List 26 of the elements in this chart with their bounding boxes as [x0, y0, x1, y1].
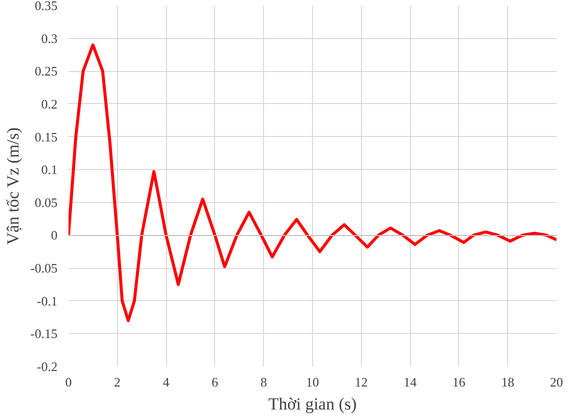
x-tick-label: 18 [501, 374, 514, 390]
y-tick-label: 0.25 [34, 64, 58, 79]
x-tick-label: 6 [212, 374, 219, 390]
y-tick-label: 0.3 [41, 30, 58, 46]
y-tick-label: 0 [51, 228, 58, 243]
x-tick-label: 14 [404, 374, 418, 390]
y-tick-label: -0.15 [30, 326, 58, 342]
y-tick-label: -0.2 [36, 359, 58, 374]
x-tick-label: 12 [354, 374, 368, 390]
x-tick-label: 16 [452, 374, 466, 390]
y-tick-label: 0.35 [34, 0, 58, 13]
y-tick-label: -0.05 [30, 260, 58, 276]
y-tick-label: 0.2 [41, 96, 58, 112]
x-tick-label: 4 [162, 374, 170, 390]
x-tick-label: 2 [114, 374, 121, 390]
x-tick-label: 0 [65, 374, 72, 390]
y-axis-title: Vận tốc Vz (m/s) [3, 128, 22, 245]
x-tick-label: 20 [550, 374, 563, 390]
x-tick-label: 8 [260, 374, 267, 390]
x-axis-title: Thời gian (s) [268, 394, 357, 414]
x-tick-label: 10 [306, 374, 319, 390]
line-series [68, 43, 556, 322]
y-tick-label: -0.1 [36, 293, 58, 308]
y-tick-label: 0.1 [41, 162, 58, 178]
y-tick-label: 0.15 [34, 129, 58, 144]
y-tick-label: 0.05 [34, 194, 58, 210]
